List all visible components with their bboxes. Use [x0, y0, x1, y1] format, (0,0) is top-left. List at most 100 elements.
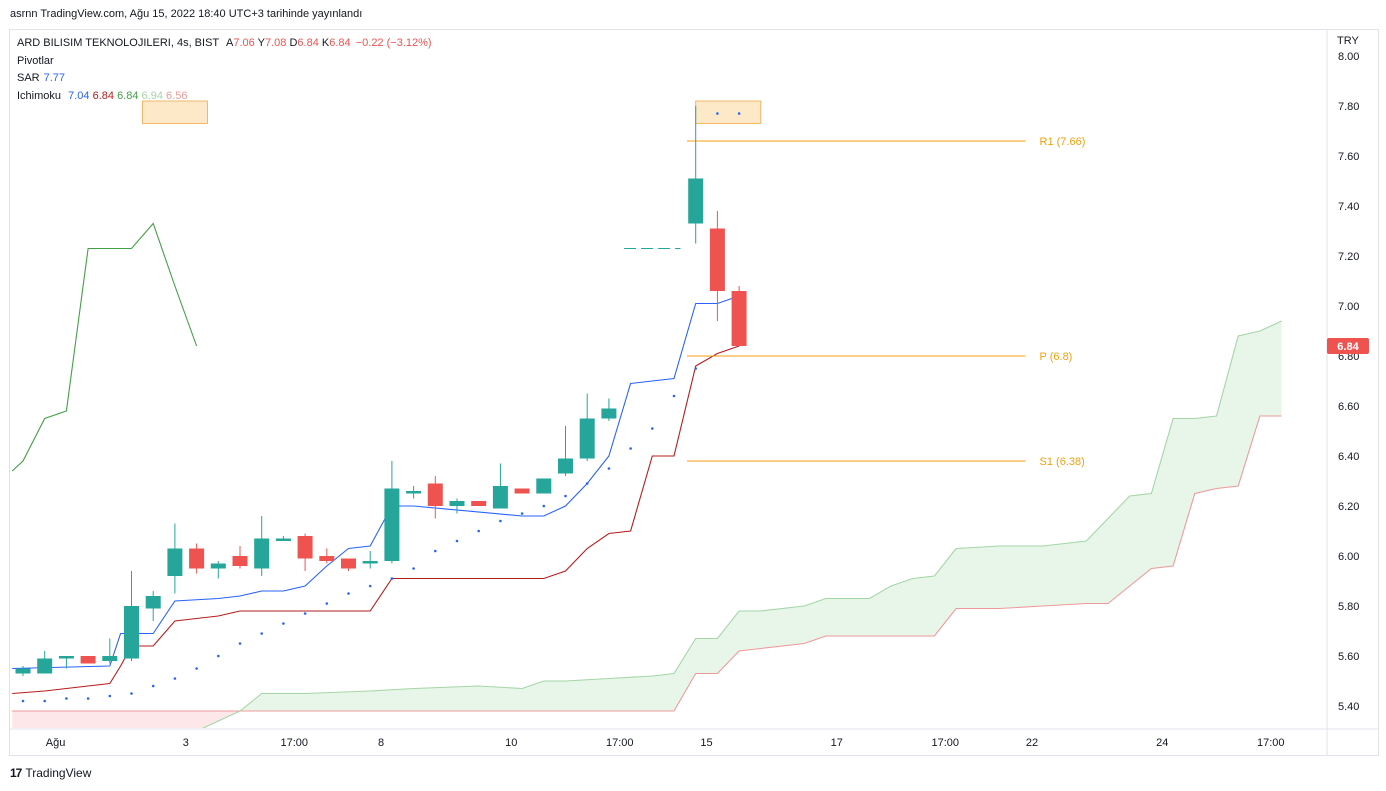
candle[interactable] — [210, 561, 226, 579]
candle[interactable] — [731, 286, 747, 346]
candle[interactable] — [167, 523, 183, 594]
candle[interactable] — [189, 543, 205, 574]
candle[interactable] — [384, 461, 400, 564]
candle[interactable] — [102, 638, 118, 664]
candle-body — [341, 558, 356, 569]
ichimoku-span-b-value: 6.56 — [166, 89, 188, 102]
candle-body — [579, 418, 595, 459]
candle[interactable] — [362, 551, 378, 569]
sar-row[interactable]: SAR 7.77 — [17, 70, 432, 88]
candle[interactable] — [406, 486, 422, 499]
candle[interactable] — [124, 571, 139, 661]
sar-highlight-box — [695, 100, 762, 124]
candle-body — [210, 563, 226, 569]
ichimoku-tenkan-value: 7.04 — [68, 89, 90, 102]
candle[interactable] — [37, 651, 53, 674]
candle[interactable] — [297, 533, 313, 572]
open-value: 7.06 — [233, 37, 255, 49]
price-axis-tick: 7.20 — [1338, 251, 1359, 263]
sar-dot — [390, 577, 394, 580]
sar-dot — [520, 512, 524, 515]
candle[interactable] — [254, 516, 270, 576]
candle-body — [167, 548, 183, 576]
tradingview-mark-icon: 17 — [10, 766, 22, 780]
candle[interactable] — [536, 478, 552, 494]
time-axis-tick: 17:00 — [606, 737, 634, 749]
close-value: 6.84 — [329, 37, 351, 49]
price-axis-tick: 5.60 — [1338, 651, 1359, 663]
candle[interactable] — [558, 426, 573, 476]
candle[interactable] — [709, 211, 725, 321]
ichimoku-row[interactable]: Ichimoku 7.04 6.84 6.84 6.94 6.56 — [17, 88, 432, 106]
close-label: K — [321, 37, 330, 49]
sar-dot — [347, 592, 350, 595]
sar-dot — [238, 642, 242, 645]
sar-dot — [151, 684, 155, 688]
currency-label: TRY — [1337, 35, 1359, 47]
candle[interactable] — [427, 476, 443, 519]
ichimoku-chikou-line[interactable] — [11, 222, 198, 472]
candle[interactable] — [15, 666, 31, 676]
sar-value: 7.77 — [43, 72, 66, 84]
pivot-label: R1 (7.66) — [1040, 136, 1086, 148]
candle-body — [189, 548, 205, 569]
sar-dot — [86, 697, 90, 700]
candle[interactable] — [688, 106, 704, 244]
change-value: −0.22 (−3.12%) — [355, 37, 432, 49]
candle-body — [406, 491, 422, 494]
tradingview-logo[interactable]: 17 TradingView — [10, 766, 91, 780]
ichimoku-span-b-line[interactable] — [12, 415, 1282, 712]
candle-body — [492, 486, 508, 509]
price-axis-tick: 7.00 — [1338, 301, 1359, 313]
ichimoku-kijun-line[interactable] — [12, 345, 740, 695]
price-axis-tick: 6.20 — [1338, 501, 1359, 513]
sar-dot — [325, 602, 329, 605]
candle[interactable] — [145, 591, 161, 621]
sar-dot — [108, 694, 112, 698]
sar-dot — [303, 612, 307, 615]
candle[interactable] — [341, 558, 356, 572]
candle[interactable] — [275, 536, 291, 541]
sar-highlight-box — [141, 100, 208, 124]
ichimoku-tenkan-line[interactable] — [12, 295, 740, 670]
sar-dot — [716, 112, 719, 115]
sar-label: SAR — [17, 72, 40, 84]
candle[interactable] — [58, 656, 74, 669]
candle-body — [709, 228, 725, 291]
tradingview-brand: TradingView — [25, 766, 92, 780]
sar-dot — [130, 692, 133, 695]
time-axis-tick: 3 — [183, 737, 189, 749]
time-axis-tick: 24 — [1156, 737, 1168, 749]
sar-dot — [217, 654, 220, 658]
candle[interactable] — [579, 393, 595, 462]
symbol-name[interactable]: ARD BILISIM TEKNOLOJILERI, 4s, BIST — [17, 37, 219, 49]
ichimoku-span-a-line[interactable] — [12, 320, 1282, 736]
candle[interactable] — [514, 488, 530, 494]
candle-body — [514, 488, 530, 494]
candle[interactable] — [232, 546, 248, 569]
pivot-label: S1 (6.38) — [1040, 456, 1085, 468]
candle[interactable] — [319, 548, 335, 564]
ichimoku-span-a-value: 6.94 — [141, 89, 163, 102]
published-caption: asrnn TradingView.com, Ağu 15, 2022 18:4… — [10, 8, 363, 20]
pivots-row[interactable]: Pivotlar — [17, 53, 432, 71]
sar-dot — [564, 494, 567, 498]
pivot-label: P (6.8) — [1040, 351, 1073, 363]
ichimoku-label: Ichimoku — [17, 89, 62, 102]
candle-body — [232, 556, 248, 566]
candle[interactable] — [449, 498, 465, 514]
low-label: D — [289, 37, 298, 49]
candle-body — [58, 656, 74, 659]
sar-dot — [607, 467, 611, 470]
candle[interactable] — [80, 656, 96, 664]
candle[interactable] — [471, 501, 487, 506]
candle-body — [15, 668, 31, 674]
candle-body — [688, 178, 704, 224]
price-axis-tick: 7.60 — [1338, 151, 1359, 163]
sar-dot — [585, 482, 589, 485]
candle-body — [536, 478, 552, 494]
candle[interactable] — [492, 463, 508, 509]
candle[interactable] — [601, 398, 617, 422]
price-axis-tick: 5.40 — [1338, 701, 1359, 713]
